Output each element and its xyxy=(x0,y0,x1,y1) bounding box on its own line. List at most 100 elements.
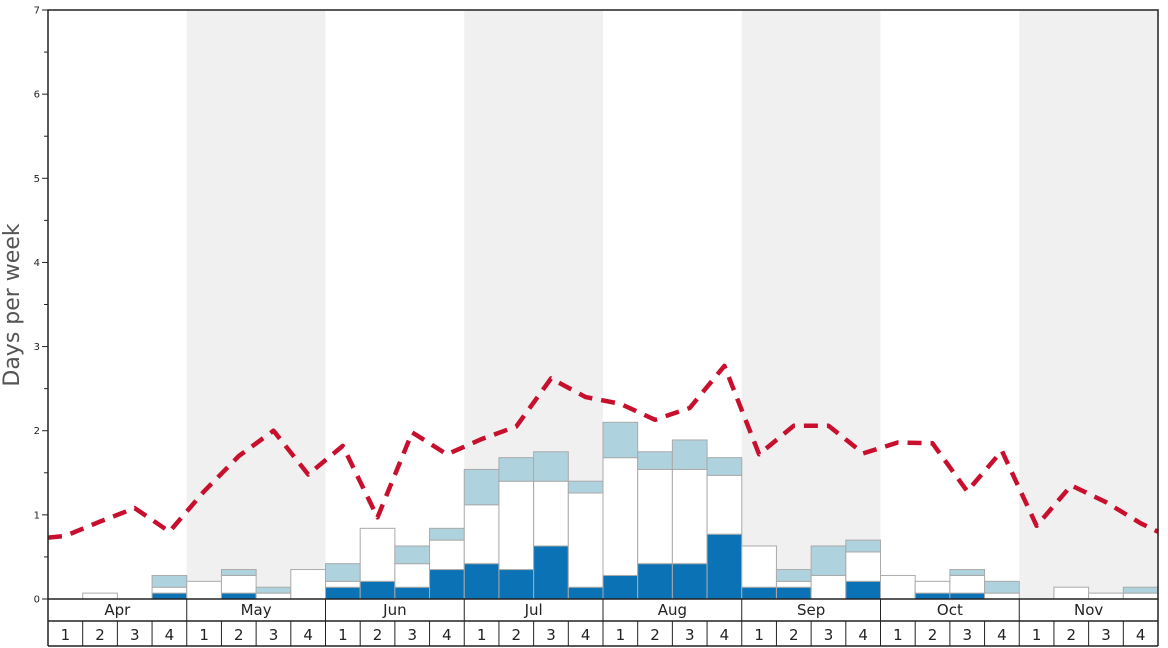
bar-dark-week-13 xyxy=(463,563,500,600)
week-label: 4 xyxy=(165,626,175,644)
bar-dark-week-27 xyxy=(949,592,986,600)
bar-dark-week-18 xyxy=(637,563,673,600)
month-bands xyxy=(186,10,1158,599)
bar-light-week-6 xyxy=(220,569,257,576)
bar-dark-week-12 xyxy=(429,569,465,600)
week-label: 2 xyxy=(512,626,522,644)
y-tick-label: 7 xyxy=(34,6,40,17)
month-label-may: May xyxy=(241,601,272,619)
bar-light-week-7 xyxy=(255,586,292,594)
week-label: 4 xyxy=(1136,626,1146,644)
bar-light-week-24 xyxy=(845,539,881,553)
week-label: 4 xyxy=(442,626,452,644)
bar-white-week-9 xyxy=(325,580,361,588)
bar-light-week-22 xyxy=(775,569,812,582)
week-label: 3 xyxy=(962,626,972,644)
bar-dark-week-4 xyxy=(151,592,188,600)
week-label: 3 xyxy=(685,626,695,644)
bar-white-week-7 xyxy=(255,592,292,600)
bar-light-week-27 xyxy=(949,569,986,576)
week-label: 3 xyxy=(130,626,140,644)
month-label-sep: Sep xyxy=(797,601,825,619)
bar-dark-week-9 xyxy=(325,586,361,600)
bar-dark-week-16 xyxy=(567,586,604,600)
bar-white-week-5 xyxy=(186,580,222,600)
y-tick-label: 2 xyxy=(34,426,40,437)
bar-white-week-6 xyxy=(220,574,257,594)
bar-white-week-28 xyxy=(984,592,1020,600)
bar-light-week-4 xyxy=(151,574,188,588)
bar-white-week-15 xyxy=(533,480,569,547)
bar-white-week-12 xyxy=(429,539,465,571)
month-label-jul: Jul xyxy=(524,601,543,619)
y-tick-label: 5 xyxy=(34,174,40,185)
bar-white-week-11 xyxy=(394,563,431,588)
bar-light-week-23 xyxy=(810,545,847,576)
x-axis: Apr 1 2 3 4 May 1 2 3 4 Jun 1 2 3 4 Jul 1 2 3 4 Aug 1 2 3 4 Sep 1 2… xyxy=(61,601,1146,644)
bar-light-week-32 xyxy=(1122,586,1159,594)
bar-white-week-21 xyxy=(741,545,777,588)
bar-white-week-18 xyxy=(637,468,673,565)
bar-dark-week-20 xyxy=(706,533,743,600)
week-label: 1 xyxy=(754,626,764,644)
bar-white-week-2 xyxy=(82,592,118,600)
month-band-may xyxy=(186,10,326,599)
bar-white-week-30 xyxy=(1053,586,1090,600)
bar-light-week-17 xyxy=(602,421,639,459)
bar-light-week-14 xyxy=(498,457,535,482)
bar-dark-week-11 xyxy=(394,586,431,600)
week-label: 1 xyxy=(893,626,903,644)
week-label: 4 xyxy=(997,626,1007,644)
bar-light-week-9 xyxy=(325,563,361,582)
bar-white-week-32 xyxy=(1122,592,1159,600)
week-label: 3 xyxy=(824,626,834,644)
bar-white-week-31 xyxy=(1088,592,1124,600)
bar-light-week-19 xyxy=(671,439,708,470)
week-label: 2 xyxy=(95,626,105,644)
y-tick-label: 6 xyxy=(34,90,40,101)
week-label: 4 xyxy=(858,626,868,644)
bar-light-week-18 xyxy=(637,451,673,470)
bar-white-week-27 xyxy=(949,574,986,594)
month-label-aug: Aug xyxy=(658,601,687,619)
bar-dark-week-24 xyxy=(845,580,881,600)
week-label: 1 xyxy=(477,626,487,644)
week-label: 3 xyxy=(269,626,279,644)
bar-white-week-19 xyxy=(671,468,708,565)
week-label: 3 xyxy=(407,626,417,644)
bar-light-week-16 xyxy=(567,480,604,494)
bar-white-week-22 xyxy=(775,580,812,588)
bar-dark-week-6 xyxy=(220,592,257,600)
bar-white-week-25 xyxy=(880,574,916,600)
bar-white-week-26 xyxy=(914,580,951,594)
bar-dark-week-10 xyxy=(359,580,396,600)
bar-dark-week-14 xyxy=(498,569,535,600)
bar-white-week-20 xyxy=(706,474,743,535)
bar-light-week-28 xyxy=(984,580,1020,594)
y-tick-label: 3 xyxy=(34,342,40,353)
bar-white-week-16 xyxy=(567,492,604,588)
y-tick-label: 1 xyxy=(34,510,40,521)
week-label: 2 xyxy=(1067,626,1077,644)
month-band-sep xyxy=(741,10,881,599)
bar-white-week-4 xyxy=(151,586,188,594)
y-tick-label: 4 xyxy=(34,258,40,269)
week-label: 3 xyxy=(546,626,556,644)
week-label: 2 xyxy=(650,626,660,644)
bar-light-week-12 xyxy=(429,527,465,541)
week-label: 2 xyxy=(373,626,383,644)
bar-dark-week-19 xyxy=(671,563,708,600)
month-label-nov: Nov xyxy=(1074,601,1103,619)
week-label: 1 xyxy=(616,626,626,644)
week-label: 1 xyxy=(338,626,348,644)
week-label: 3 xyxy=(1101,626,1111,644)
week-label: 2 xyxy=(789,626,799,644)
month-label-oct: Oct xyxy=(937,601,963,619)
month-band-nov xyxy=(1019,10,1158,599)
bar-white-week-10 xyxy=(359,527,396,582)
bar-light-week-15 xyxy=(533,451,569,482)
trend-line-group xyxy=(47,363,1159,540)
y-axis-label: Days per week xyxy=(0,223,25,386)
bar-series xyxy=(82,421,1159,600)
